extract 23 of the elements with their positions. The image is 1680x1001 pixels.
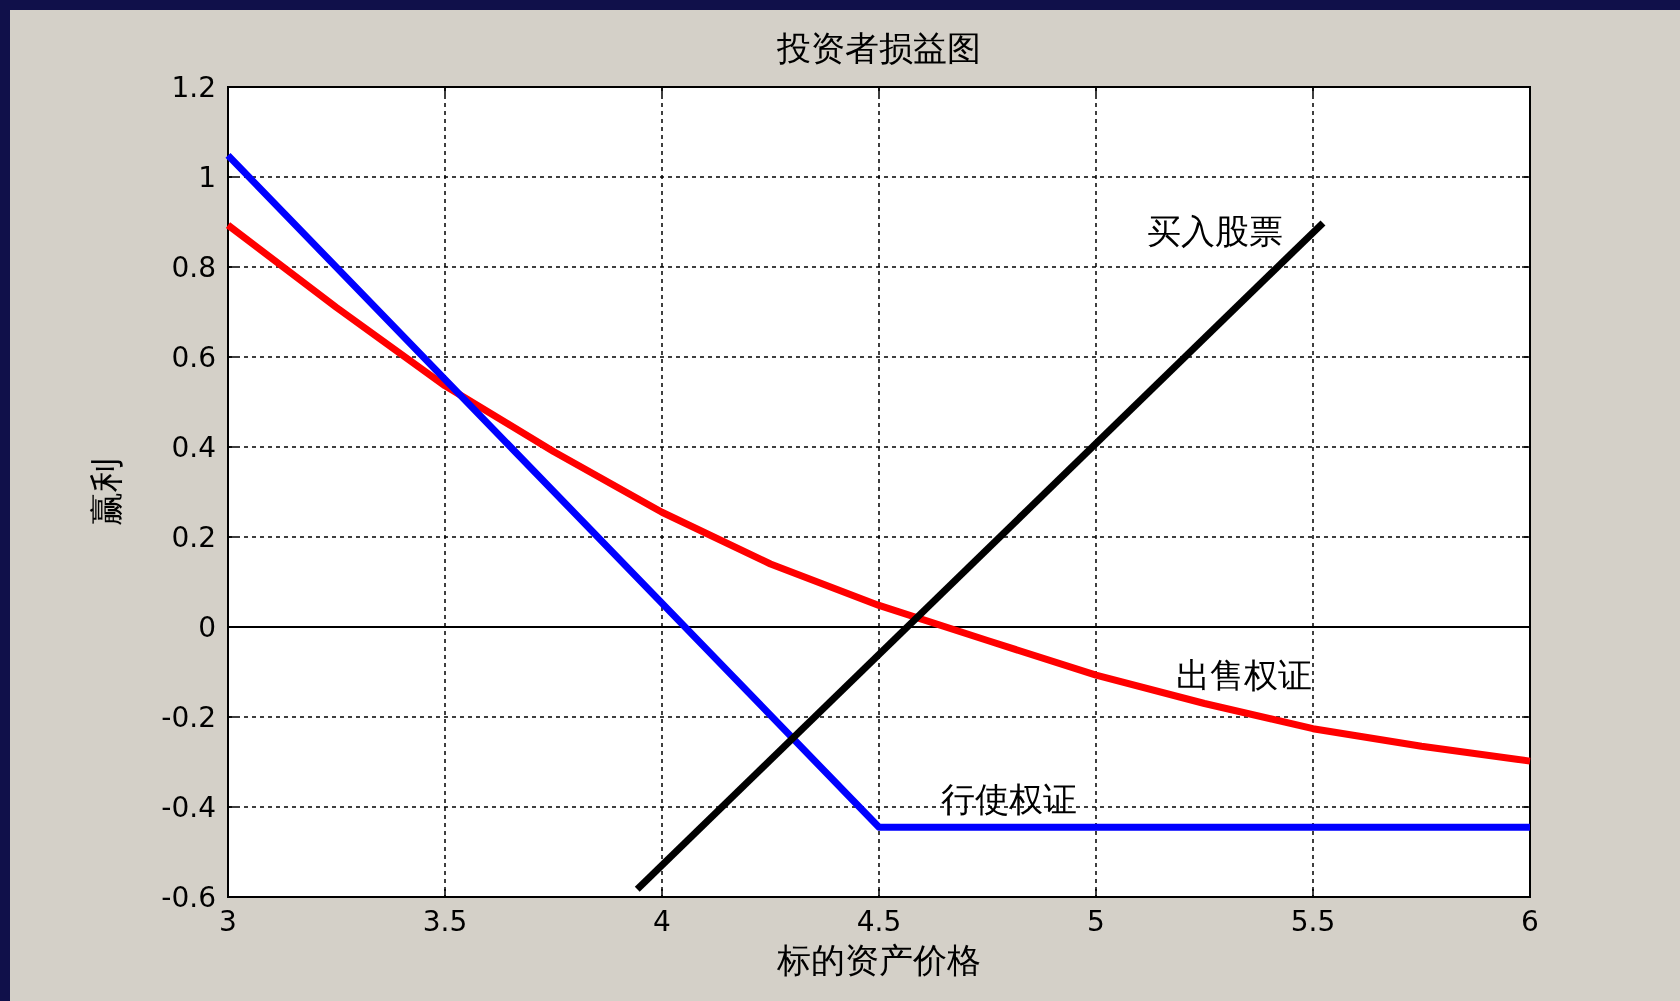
x-tick-label: 6 [1521,905,1539,938]
series-label: 买入股票 [1146,210,1283,251]
y-tick-label: -0.2 [161,701,216,734]
chart-title: 投资者损益图 [776,28,981,68]
x-tick-label: 5.5 [1290,905,1336,938]
y-axis-title: 赢利 [86,458,126,526]
y-tick-label: -0.4 [161,791,216,824]
x-tick-label: 3.5 [422,905,468,938]
x-tick-label: 4.5 [856,905,902,938]
y-tick-label: 1 [198,161,216,194]
series-label: 出售权证 [1175,654,1312,695]
y-tick-label: 1.2 [171,71,216,104]
y-tick-label: -0.6 [161,881,216,914]
y-tick-label: 0.6 [171,341,216,374]
y-tick-label: 0 [198,611,216,644]
x-tick-label: 4 [653,905,671,938]
x-tick-label: 3 [219,905,237,938]
y-tick-label: 0.4 [171,431,216,464]
x-axis-title: 标的资产价格 [776,940,981,980]
y-tick-label: 0.2 [171,521,216,554]
y-tick-label: 0.8 [171,251,216,284]
series-label: 行使权证 [941,779,1078,820]
x-tick-label: 5 [1087,905,1105,938]
